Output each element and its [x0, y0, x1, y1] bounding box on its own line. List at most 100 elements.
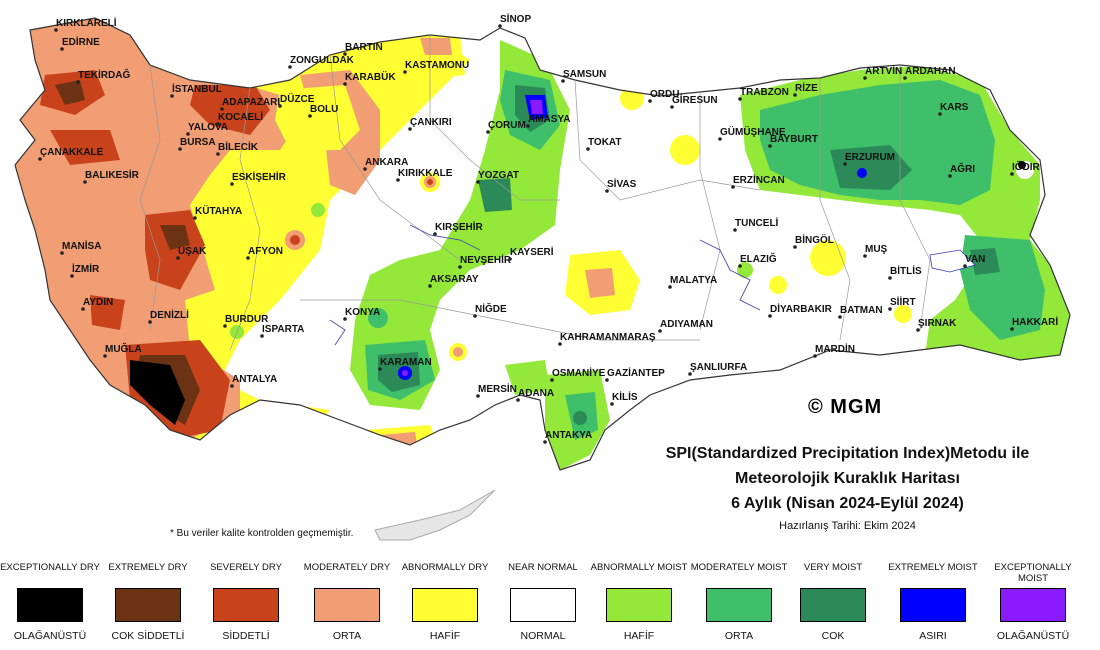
city-label: BİLECİK — [218, 140, 259, 153]
city-marker — [863, 254, 867, 258]
city-marker — [60, 47, 64, 51]
city-marker — [378, 367, 382, 371]
city-marker — [230, 384, 234, 388]
city-marker — [498, 24, 502, 28]
legend-swatch — [606, 588, 672, 622]
city-marker — [343, 82, 347, 86]
city-marker — [863, 76, 867, 80]
city-marker — [223, 324, 227, 328]
city-marker — [508, 257, 512, 261]
city-marker — [308, 114, 312, 118]
map-title: SPI(Standardized Precipitation Index)Met… — [600, 441, 1095, 532]
city-marker — [768, 144, 772, 148]
city-marker — [558, 342, 562, 346]
city-marker — [70, 274, 74, 278]
legend-swatch — [314, 588, 380, 622]
city-label: ŞIRNAK — [918, 318, 957, 329]
city-label: BURSA — [180, 137, 216, 148]
city-marker — [948, 174, 952, 178]
city-label: GÜMÜŞHANE — [720, 125, 786, 138]
city-marker — [486, 130, 490, 134]
city-marker — [668, 285, 672, 289]
city-label: TRABZON — [740, 87, 789, 98]
city-label: BALIKESİR — [85, 168, 140, 181]
city-marker — [476, 394, 480, 398]
legend-label-en: EXCEPTIONALLY MOIST — [994, 562, 1072, 584]
city-label: BİNGÖL — [795, 233, 834, 246]
city-marker — [408, 127, 412, 131]
city-marker — [343, 317, 347, 321]
city-label: AKSARAY — [430, 274, 479, 285]
city-label: ÇANAKKALE — [40, 147, 104, 158]
city-label: ELAZIĞ — [740, 252, 777, 265]
quality-note: * Bu veriler kalite kontrolden geçmemişt… — [170, 528, 354, 539]
city-label: BOLU — [310, 104, 338, 115]
city-label: ORDU — [650, 89, 679, 100]
city-label: UŞAK — [178, 246, 207, 257]
city-label: DENİZLİ — [150, 308, 189, 321]
province-boundaries — [139, 35, 931, 351]
city-marker — [148, 320, 152, 324]
city-marker — [178, 147, 182, 151]
city-label: MUĞLA — [105, 342, 142, 355]
city-marker — [246, 256, 250, 260]
legend-swatch — [412, 588, 478, 622]
city-label: SİVAS — [607, 177, 637, 190]
city-label: ŞANLIURFA — [690, 362, 747, 373]
city-marker — [170, 94, 174, 98]
legend-item: EXTREMELY DRY COK SİDDETLİ — [98, 562, 198, 642]
legend-label-en: EXCEPTIONALLY DRY — [0, 562, 100, 573]
legend-label-en: EXTREMELY DRY — [108, 562, 188, 573]
city-label: KIRKLARELİ — [56, 16, 117, 29]
city-label: İSTANBUL — [172, 82, 222, 95]
city-marker — [516, 398, 520, 402]
city-label: SAMSUN — [563, 69, 606, 80]
city-label: AFYON — [248, 246, 283, 257]
city-marker — [363, 167, 367, 171]
legend-label-tr: ASIRI — [919, 630, 947, 642]
city-label: BURDUR — [225, 314, 269, 325]
city-label: KİLİS — [612, 390, 638, 403]
city-marker — [1010, 327, 1014, 331]
city-label: KIRIKKALE — [398, 168, 453, 179]
city-marker — [60, 251, 64, 255]
city-marker — [838, 315, 842, 319]
legend-item: VERY MOIST COK — [783, 562, 883, 642]
city-label: KASTAMONU — [405, 60, 469, 71]
city-label: OSMANİYE — [552, 366, 606, 379]
legend-label-tr: COK — [821, 630, 845, 642]
city-label: ÇORUM — [488, 120, 526, 131]
city-marker — [83, 180, 87, 184]
city-marker — [738, 264, 742, 268]
city-marker — [526, 124, 530, 128]
city-marker — [903, 76, 907, 80]
city-marker — [176, 256, 180, 260]
legend-label-en: ABNORMALLY MOIST — [590, 562, 688, 573]
city-label: TEKİRDAĞ — [78, 68, 130, 81]
legend-label-en: MODERATELY MOIST — [690, 562, 788, 573]
city-label: MARDİN — [815, 342, 855, 355]
legend-swatch — [17, 588, 83, 622]
city-marker — [54, 28, 58, 32]
legend-swatch — [213, 588, 279, 622]
city-marker — [813, 354, 817, 358]
city-marker — [586, 147, 590, 151]
city-marker — [216, 152, 220, 156]
city-marker — [718, 137, 722, 141]
city-marker — [963, 264, 967, 268]
city-marker — [916, 328, 920, 332]
city-label: MERSİN — [478, 382, 517, 395]
legend-swatch — [115, 588, 181, 622]
city-marker — [103, 354, 107, 358]
legend-item: ABNORMALLY DRY HAFİF — [395, 562, 495, 642]
city-label: ANKARA — [365, 157, 408, 168]
legend-item: SEVERELY DRY SİDDETLİ — [196, 562, 296, 642]
city-label: AĞRI — [950, 162, 975, 175]
city-marker — [543, 440, 547, 444]
city-marker — [476, 180, 480, 184]
city-label: BAYBURT — [770, 134, 818, 145]
city-label: KARAMAN — [380, 357, 432, 368]
city-label: MALATYA — [670, 275, 717, 286]
legend-item: EXCEPTIONALLY DRY OLAĞANÜSTÜ — [0, 562, 100, 642]
city-marker — [688, 372, 692, 376]
